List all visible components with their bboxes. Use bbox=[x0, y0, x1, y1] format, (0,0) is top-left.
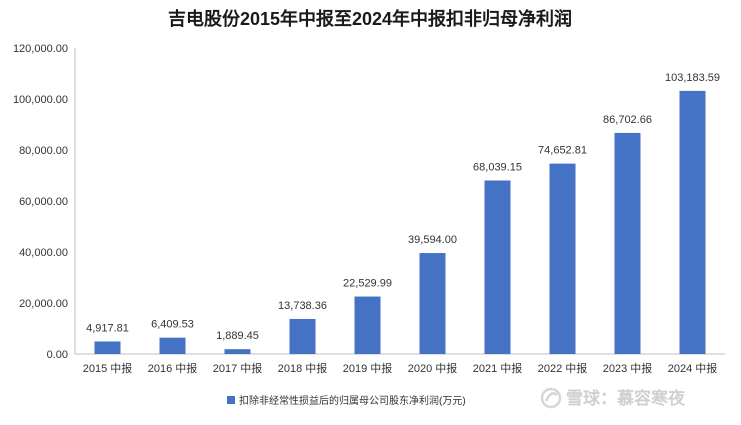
bar-value-label: 1,889.45 bbox=[216, 330, 259, 342]
bar-value-label: 86,702.66 bbox=[603, 114, 652, 126]
y-tick-label: 120,000.00 bbox=[13, 43, 68, 55]
y-tick-label: 20,000.00 bbox=[19, 298, 68, 310]
x-tick-label: 2023 中报 bbox=[603, 361, 653, 375]
x-tick-label: 2018 中报 bbox=[278, 361, 328, 375]
bar bbox=[354, 296, 381, 354]
y-tick-label: 0.00 bbox=[47, 349, 68, 361]
bar bbox=[614, 132, 641, 354]
bar bbox=[224, 349, 251, 354]
bar-value-label: 103,183.59 bbox=[665, 72, 720, 84]
x-tick-label: 2015 中报 bbox=[83, 361, 133, 375]
watermark-text: 雪球：慕容寒夜 bbox=[566, 388, 686, 408]
bar-value-label: 6,409.53 bbox=[151, 319, 194, 331]
bar bbox=[419, 253, 446, 354]
bar-value-label: 68,039.15 bbox=[473, 162, 522, 174]
bar bbox=[679, 90, 706, 355]
x-tick-label: 2017 中报 bbox=[213, 361, 263, 375]
data-labels: 4,917.81 6,409.53 1,889.45 13,738.36 22,529.… bbox=[86, 72, 720, 342]
y-tick-label: 40,000.00 bbox=[19, 247, 68, 259]
bar-value-label: 22,529.99 bbox=[343, 278, 392, 290]
bar bbox=[159, 337, 186, 354]
x-tick-label: 2019 中报 bbox=[343, 361, 393, 375]
bar-value-label: 4,917.81 bbox=[86, 322, 129, 334]
x-tick-label: 2016 中报 bbox=[148, 361, 198, 375]
bar-value-label: 13,738.36 bbox=[278, 300, 327, 312]
y-tick-label: 100,000.00 bbox=[13, 94, 68, 106]
watermark: 雪球：慕容寒夜 bbox=[540, 387, 686, 409]
x-tick-label: 2024 中报 bbox=[668, 361, 718, 375]
bar-series bbox=[94, 90, 706, 355]
legend-label: 扣除非经常性损益后的归属母公司股东净利润(万元) bbox=[239, 394, 466, 407]
y-tick-label: 60,000.00 bbox=[19, 196, 68, 208]
bar bbox=[549, 163, 576, 354]
y-tick-label: 80,000.00 bbox=[19, 145, 68, 157]
bar bbox=[94, 341, 121, 354]
x-axis: 2015 中报 2016 中报 2017 中报 2018 中报 2019 中报 2020 … bbox=[75, 353, 725, 375]
bar-value-label: 39,594.00 bbox=[408, 234, 457, 246]
bar bbox=[484, 180, 511, 354]
x-tick-label: 2021 中报 bbox=[473, 361, 523, 375]
chart-title: 吉电股份2015年中报至2024年中报扣非归母净利润 bbox=[168, 8, 572, 29]
y-axis: 0.00 20,000.00 40,000.00 60,000.00 80,000.00… bbox=[13, 43, 76, 361]
legend: 扣除非经常性损益后的归属母公司股东净利润(万元) bbox=[227, 394, 466, 407]
bar bbox=[289, 318, 316, 354]
x-tick-label: 2020 中报 bbox=[408, 361, 458, 375]
snowball-logo-icon bbox=[540, 387, 562, 409]
x-tick-label: 2022 中报 bbox=[538, 361, 588, 375]
legend-swatch bbox=[227, 396, 235, 404]
bar-value-label: 74,652.81 bbox=[538, 145, 587, 157]
